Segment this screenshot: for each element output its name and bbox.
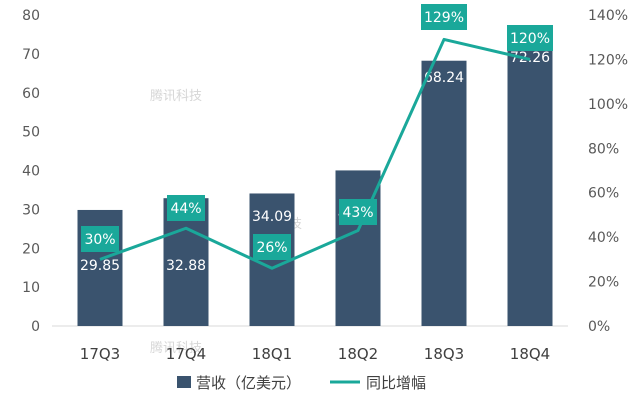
- line-series: [99, 37, 531, 270]
- bar-value-label: 68.24: [424, 70, 464, 86]
- right-axis: 0% 20% 40% 60% 80% 100% 120% 140%: [588, 8, 628, 335]
- pct-label-box: [253, 234, 291, 260]
- watermark-text: 腾讯科技: [150, 340, 202, 356]
- legend-swatch-revenue: [177, 376, 191, 388]
- left-tick-label: 70: [22, 47, 40, 63]
- left-tick-label: 0: [31, 319, 40, 335]
- left-tick-label: 30: [22, 202, 40, 218]
- pct-label: 44%: [170, 201, 201, 217]
- category-label: 18Q3: [424, 345, 464, 363]
- left-tick-label: 60: [22, 86, 40, 102]
- category-label: 18Q2: [338, 345, 378, 363]
- category-label: 18Q1: [252, 345, 292, 363]
- pct-label: 129%: [424, 10, 464, 26]
- right-tick-label: 0%: [588, 319, 610, 335]
- category-axis: 17Q3 17Q4 18Q1 18Q2 18Q3 18Q4: [80, 345, 550, 363]
- pct-label: 30%: [84, 232, 115, 248]
- left-tick-label: 80: [22, 8, 40, 24]
- right-tick-label: 40%: [588, 230, 619, 246]
- pct-label-box: [507, 25, 553, 51]
- right-tick-label: 80%: [588, 141, 619, 157]
- category-label: 18Q4: [510, 345, 550, 363]
- right-tick-label: 120%: [588, 52, 628, 68]
- left-tick-label: 40: [22, 164, 40, 180]
- legend: 营收（亿美元） 同比增幅: [177, 374, 426, 392]
- pct-label: 43%: [342, 205, 373, 221]
- left-tick-label: 50: [22, 125, 40, 141]
- pct-label: 26%: [256, 240, 287, 256]
- bar: [507, 45, 553, 327]
- growth-line: [99, 37, 531, 270]
- bar: [421, 60, 467, 326]
- left-tick-label: 10: [22, 280, 40, 296]
- right-tick-label: 60%: [588, 186, 619, 202]
- watermark-text: 腾讯科技: [150, 88, 202, 104]
- pct-label-box: [339, 199, 377, 225]
- bar-series: [77, 45, 553, 327]
- pct-label-box: [81, 226, 119, 252]
- category-label: 17Q4: [166, 345, 206, 363]
- right-tick-label: 20%: [588, 275, 619, 291]
- right-tick-label: 100%: [588, 97, 628, 113]
- bar-value-label: 34.09: [252, 209, 292, 225]
- bar-value-label: 32.88: [166, 258, 206, 274]
- category-label: 17Q3: [80, 345, 120, 363]
- pct-label-box: [167, 195, 205, 221]
- right-tick-label: 140%: [588, 8, 628, 24]
- left-axis: 0 10 20 30 40 50 60 70 80: [22, 8, 40, 335]
- bar-value-label: 29.85: [80, 258, 120, 274]
- pct-label-box: [421, 4, 467, 30]
- pct-label: 120%: [510, 31, 550, 47]
- left-tick-label: 20: [22, 241, 40, 257]
- line-labels: 30% 44% 26% 43% 129% 120%: [81, 4, 553, 260]
- legend-label-revenue: 营收（亿美元）: [196, 374, 301, 392]
- legend-label-growth: 同比增幅: [366, 374, 426, 392]
